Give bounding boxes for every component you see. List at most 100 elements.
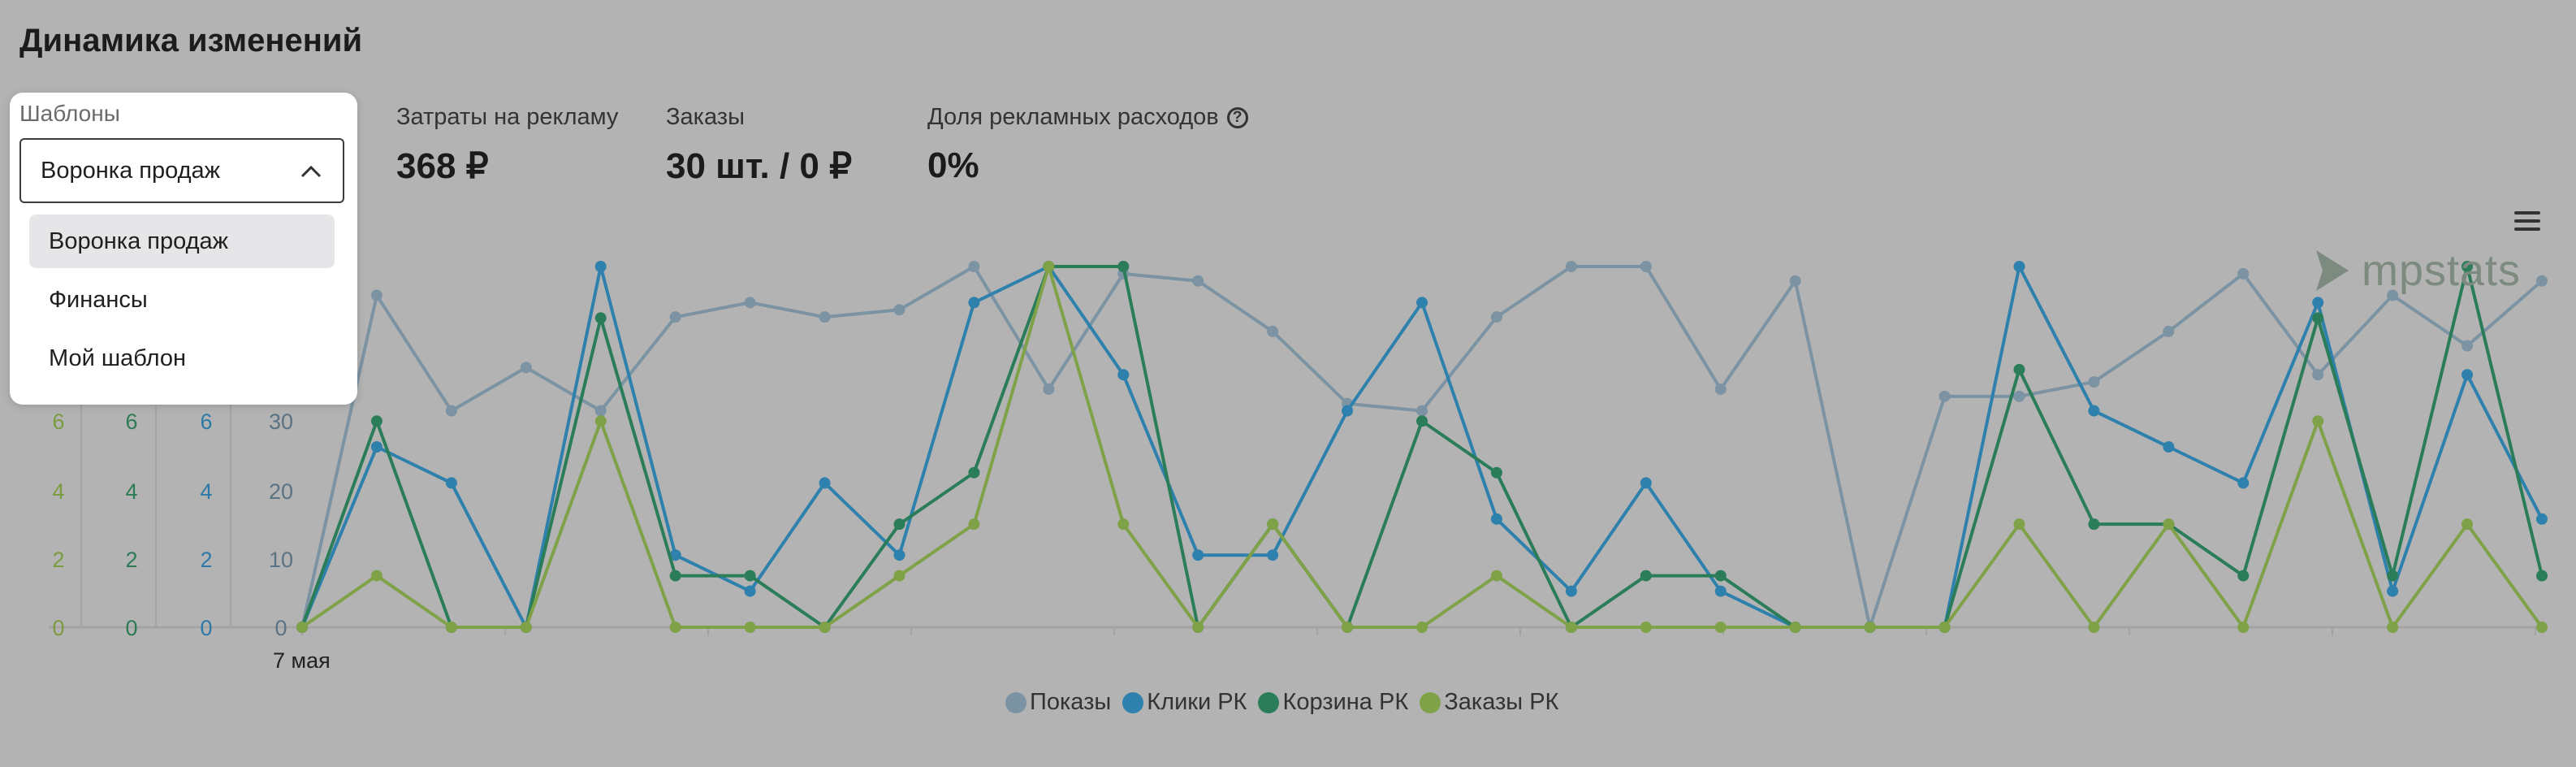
data-point[interactable] bbox=[2536, 622, 2548, 633]
dropdown-option-sales-funnel[interactable]: Воронка продаж bbox=[29, 214, 335, 268]
data-point[interactable] bbox=[445, 622, 457, 633]
data-point[interactable] bbox=[1938, 390, 1951, 402]
data-point[interactable] bbox=[744, 622, 756, 633]
data-point[interactable] bbox=[1192, 275, 1204, 287]
data-point[interactable] bbox=[296, 622, 308, 633]
data-point[interactable] bbox=[1117, 261, 1130, 272]
data-point[interactable] bbox=[1789, 622, 1801, 633]
data-point[interactable] bbox=[1267, 325, 1279, 337]
data-point[interactable] bbox=[2013, 363, 2025, 375]
question-circle-icon[interactable]: ? bbox=[1226, 106, 1248, 128]
data-point[interactable] bbox=[370, 415, 383, 427]
data-point[interactable] bbox=[968, 297, 980, 309]
data-point[interactable] bbox=[370, 570, 383, 582]
data-point[interactable] bbox=[1714, 585, 1727, 597]
data-point[interactable] bbox=[1640, 622, 1652, 633]
data-point[interactable] bbox=[2013, 518, 2025, 531]
data-point[interactable] bbox=[669, 622, 681, 633]
data-point[interactable] bbox=[2013, 390, 2025, 402]
data-point[interactable] bbox=[1565, 622, 1577, 633]
data-point[interactable] bbox=[2387, 570, 2399, 582]
data-point[interactable] bbox=[2536, 275, 2548, 287]
data-point[interactable] bbox=[370, 441, 383, 453]
data-point[interactable] bbox=[744, 570, 756, 582]
data-point[interactable] bbox=[893, 570, 905, 582]
data-point[interactable] bbox=[1714, 383, 1727, 395]
data-point[interactable] bbox=[2237, 267, 2250, 280]
data-point[interactable] bbox=[2461, 340, 2474, 352]
data-point[interactable] bbox=[370, 289, 383, 301]
data-point[interactable] bbox=[1416, 622, 1428, 633]
data-point[interactable] bbox=[968, 261, 980, 272]
data-point[interactable] bbox=[2237, 622, 2250, 633]
data-point[interactable] bbox=[594, 405, 607, 417]
data-point[interactable] bbox=[445, 477, 457, 489]
data-point[interactable] bbox=[594, 415, 607, 427]
data-point[interactable] bbox=[1416, 297, 1428, 309]
data-point[interactable] bbox=[2237, 477, 2250, 489]
data-point[interactable] bbox=[2461, 261, 2474, 272]
data-point[interactable] bbox=[1192, 622, 1204, 633]
data-point[interactable] bbox=[968, 518, 980, 531]
hamburger-menu-icon[interactable] bbox=[2514, 211, 2540, 231]
legend-item-orders[interactable]: Заказы РК bbox=[1420, 689, 1558, 716]
data-point[interactable] bbox=[1117, 369, 1130, 381]
data-point[interactable] bbox=[2387, 585, 2399, 597]
data-point[interactable] bbox=[669, 311, 681, 323]
data-point[interactable] bbox=[445, 405, 457, 417]
data-point[interactable] bbox=[1864, 622, 1876, 633]
data-point[interactable] bbox=[1640, 477, 1652, 489]
templates-select[interactable]: Воронка продаж bbox=[19, 138, 344, 203]
data-point[interactable] bbox=[1714, 570, 1727, 582]
data-point[interactable] bbox=[819, 622, 831, 633]
data-point[interactable] bbox=[2163, 441, 2175, 453]
data-point[interactable] bbox=[744, 585, 756, 597]
data-point[interactable] bbox=[2013, 261, 2025, 272]
data-point[interactable] bbox=[2387, 289, 2399, 301]
data-point[interactable] bbox=[520, 362, 532, 374]
data-point[interactable] bbox=[2312, 297, 2324, 309]
data-point[interactable] bbox=[2536, 513, 2548, 525]
data-point[interactable] bbox=[1565, 261, 1577, 272]
data-point[interactable] bbox=[2237, 570, 2250, 582]
data-point[interactable] bbox=[1117, 518, 1130, 531]
data-point[interactable] bbox=[2088, 622, 2100, 633]
dropdown-option-finance[interactable]: Финансы bbox=[29, 273, 335, 327]
data-point[interactable] bbox=[2461, 518, 2474, 531]
data-point[interactable] bbox=[2387, 622, 2399, 633]
data-point[interactable] bbox=[1267, 549, 1279, 561]
data-point[interactable] bbox=[2312, 312, 2324, 324]
data-point[interactable] bbox=[1043, 261, 1055, 272]
data-point[interactable] bbox=[1490, 466, 1502, 479]
legend-item-cart[interactable]: Корзина РК bbox=[1258, 689, 1408, 716]
data-point[interactable] bbox=[1192, 549, 1204, 561]
data-point[interactable] bbox=[2163, 518, 2175, 531]
data-point[interactable] bbox=[1714, 622, 1727, 633]
data-point[interactable] bbox=[2088, 405, 2100, 417]
data-point[interactable] bbox=[520, 622, 532, 633]
data-point[interactable] bbox=[1342, 622, 1354, 633]
data-point[interactable] bbox=[819, 311, 831, 323]
data-point[interactable] bbox=[968, 466, 980, 479]
data-point[interactable] bbox=[669, 570, 681, 582]
data-point[interactable] bbox=[1267, 518, 1279, 531]
data-point[interactable] bbox=[1640, 261, 1652, 272]
data-point[interactable] bbox=[1490, 311, 1502, 323]
data-point[interactable] bbox=[1416, 415, 1428, 427]
data-point[interactable] bbox=[1490, 513, 1502, 525]
data-point[interactable] bbox=[2536, 570, 2548, 582]
data-point[interactable] bbox=[1789, 275, 1801, 287]
data-point[interactable] bbox=[893, 518, 905, 531]
data-point[interactable] bbox=[2461, 369, 2474, 381]
data-point[interactable] bbox=[1416, 405, 1428, 417]
legend-item-clicks[interactable]: Клики РК bbox=[1122, 689, 1247, 716]
data-point[interactable] bbox=[669, 549, 681, 561]
data-point[interactable] bbox=[2088, 376, 2100, 388]
legend-item-views[interactable]: Показы bbox=[1005, 689, 1111, 716]
data-point[interactable] bbox=[2163, 325, 2175, 337]
data-point[interactable] bbox=[744, 297, 756, 309]
data-point[interactable] bbox=[1640, 570, 1652, 582]
data-point[interactable] bbox=[2312, 415, 2324, 427]
data-point[interactable] bbox=[1342, 405, 1354, 417]
data-point[interactable] bbox=[893, 304, 905, 316]
